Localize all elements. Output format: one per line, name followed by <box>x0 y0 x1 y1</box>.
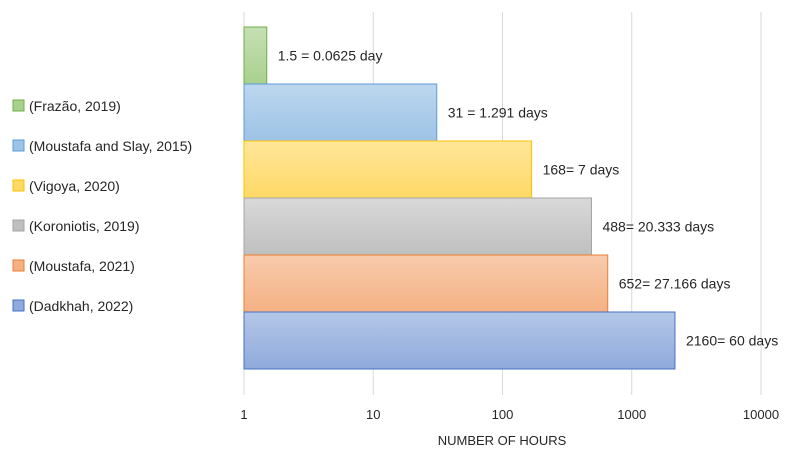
x-tick-label: 1000 <box>617 407 646 422</box>
data-label: 168= 7 days <box>543 162 620 178</box>
bar <box>243 311 676 370</box>
legend-swatch <box>12 99 25 112</box>
data-label: 488= 20.333 days <box>602 219 714 235</box>
x-axis-ticks: 1 10 100 1000 10000 <box>240 407 779 422</box>
bars <box>243 26 676 370</box>
legend-label: (Koroniotis, 2019) <box>29 218 140 234</box>
x-tick-label: 10000 <box>743 407 779 422</box>
legend-item: (Moustafa, 2021) <box>12 258 135 274</box>
data-labels: 1.5 = 0.0625 day 31 = 1.291 days 168= 7 da… <box>278 48 778 349</box>
legend-item: (Moustafa and Slay, 2015) <box>12 138 192 154</box>
legend-label: (Vigoya, 2020) <box>29 178 120 194</box>
legend-swatch <box>12 299 25 312</box>
data-label: 1.5 = 0.0625 day <box>278 48 383 64</box>
legend-label: (Frazão, 2019) <box>29 98 121 114</box>
x-tick-label: 10 <box>366 407 380 422</box>
legend-label: (Moustafa, 2021) <box>29 258 135 274</box>
legend-swatch <box>12 139 25 152</box>
legend-item: (Dadkhah, 2022) <box>12 298 133 314</box>
data-label: 2160= 60 days <box>686 333 778 349</box>
x-axis-title: NUMBER OF HOURS <box>438 433 567 448</box>
legend: (Frazão, 2019) (Moustafa and Slay, 2015) (… <box>12 98 192 314</box>
legend-swatch <box>12 259 25 272</box>
bar <box>243 197 592 256</box>
bar <box>243 140 533 199</box>
legend-item: (Vigoya, 2020) <box>12 178 120 194</box>
data-label: 652= 27.166 days <box>619 276 731 292</box>
legend-label: (Dadkhah, 2022) <box>29 298 133 314</box>
bar <box>243 83 438 142</box>
bar <box>243 254 609 313</box>
data-label: 31 = 1.291 days <box>448 105 548 121</box>
legend-item: (Koroniotis, 2019) <box>12 218 140 234</box>
x-tick-label: 1 <box>240 407 247 422</box>
bar <box>243 26 268 85</box>
x-tick-label: 100 <box>492 407 514 422</box>
legend-swatch <box>12 179 25 192</box>
legend-label: (Moustafa and Slay, 2015) <box>29 138 192 154</box>
legend-item: (Frazão, 2019) <box>12 98 121 114</box>
legend-swatch <box>12 219 25 232</box>
